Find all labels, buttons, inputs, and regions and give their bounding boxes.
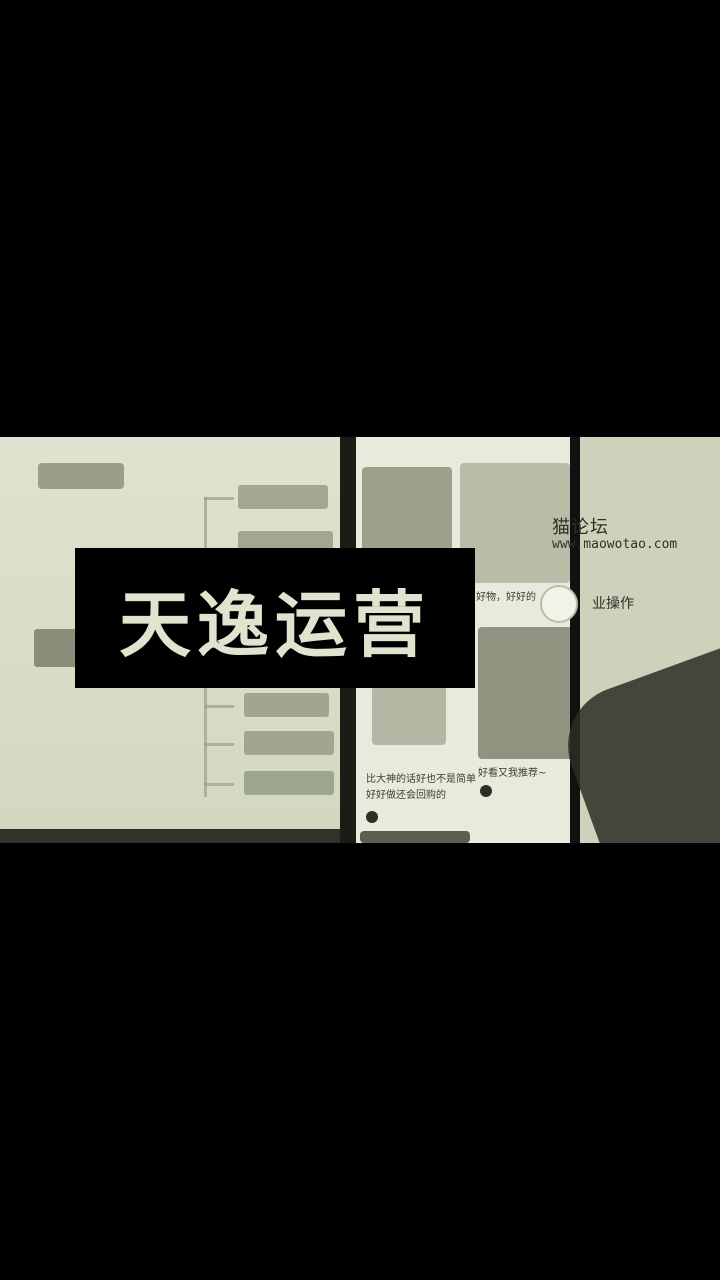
mindmap-branch: [204, 497, 234, 500]
watermark-text: 业操作: [592, 596, 634, 612]
search-icon: [540, 585, 578, 623]
app-logo: [38, 463, 124, 489]
watermark-url: www.maowotao.com: [552, 537, 678, 552]
feed-caption: 比大神的话好也不是简单: [366, 774, 476, 785]
mindmap-branch: [204, 783, 234, 786]
mindmap-node: [244, 693, 329, 717]
feed-image: [478, 627, 578, 759]
title-overlay: 天逸运营: [75, 548, 475, 688]
avatar: [366, 811, 378, 823]
taskbar: [0, 829, 340, 843]
feed-image: [360, 831, 470, 843]
title-text: 天逸运营: [118, 582, 431, 667]
watermark-text: 猫论坛: [552, 517, 609, 538]
mindmap-branch: [204, 743, 234, 746]
feed-image: [372, 685, 446, 745]
mindmap-branch: [204, 705, 234, 708]
phone-edge: [570, 437, 580, 843]
feed-caption: 好物，好好的: [476, 592, 536, 603]
avatar: [480, 785, 492, 797]
feed-image: [460, 463, 570, 583]
feed-caption: 好好做还会回购的: [366, 790, 446, 801]
mindmap-node: [244, 771, 334, 795]
feed-caption: 好看又我推荐~: [478, 768, 547, 779]
mindmap-node: [238, 485, 328, 509]
mindmap-node: [244, 731, 334, 755]
mindmap-root-node: [34, 629, 80, 667]
